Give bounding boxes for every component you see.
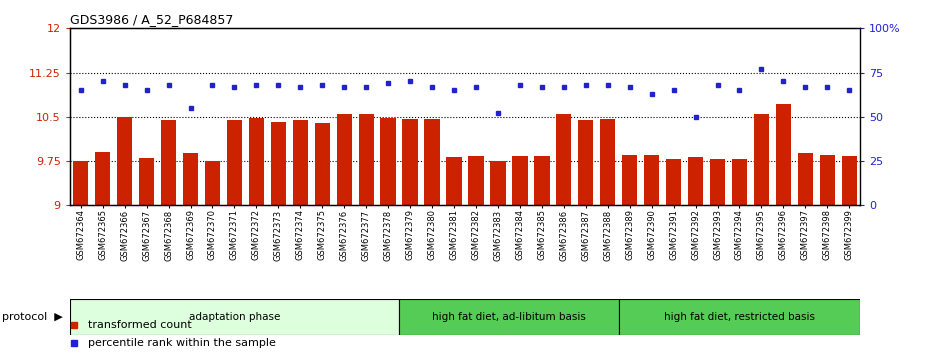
Bar <box>70 299 399 335</box>
Text: percentile rank within the sample: percentile rank within the sample <box>88 338 276 348</box>
Bar <box>271 121 286 205</box>
Bar <box>732 159 747 205</box>
Bar <box>358 114 374 205</box>
Bar <box>161 120 177 205</box>
Bar <box>644 155 659 205</box>
Text: high fat diet, restricted basis: high fat diet, restricted basis <box>664 312 815 322</box>
Bar <box>227 120 242 205</box>
Bar <box>380 118 396 205</box>
Bar <box>469 156 484 205</box>
Text: protocol  ▶: protocol ▶ <box>2 312 62 322</box>
Bar <box>95 152 111 205</box>
Bar <box>337 114 352 205</box>
Bar <box>776 104 791 205</box>
Bar <box>710 159 725 205</box>
Bar <box>618 299 860 335</box>
Bar <box>117 117 132 205</box>
Bar <box>753 114 769 205</box>
Text: adaptation phase: adaptation phase <box>189 312 280 322</box>
Text: GDS3986 / A_52_P684857: GDS3986 / A_52_P684857 <box>70 13 233 26</box>
Bar <box>819 155 835 205</box>
Bar <box>399 299 618 335</box>
Bar <box>73 161 88 205</box>
Bar <box>403 119 418 205</box>
Bar <box>314 123 330 205</box>
Bar <box>293 120 308 205</box>
Text: high fat diet, ad-libitum basis: high fat diet, ad-libitum basis <box>432 312 586 322</box>
Bar <box>798 153 813 205</box>
Bar <box>248 118 264 205</box>
Bar <box>424 119 440 205</box>
Bar <box>183 153 198 205</box>
Bar <box>534 156 550 205</box>
Bar <box>688 157 703 205</box>
Bar <box>600 119 616 205</box>
Bar <box>556 114 572 205</box>
Bar <box>622 155 637 205</box>
Bar <box>578 120 593 205</box>
Bar <box>490 161 506 205</box>
Text: transformed count: transformed count <box>88 320 193 330</box>
Bar <box>512 156 527 205</box>
Bar <box>139 158 154 205</box>
Bar <box>205 161 220 205</box>
Bar <box>842 156 857 205</box>
Bar <box>446 157 461 205</box>
Bar <box>666 159 682 205</box>
